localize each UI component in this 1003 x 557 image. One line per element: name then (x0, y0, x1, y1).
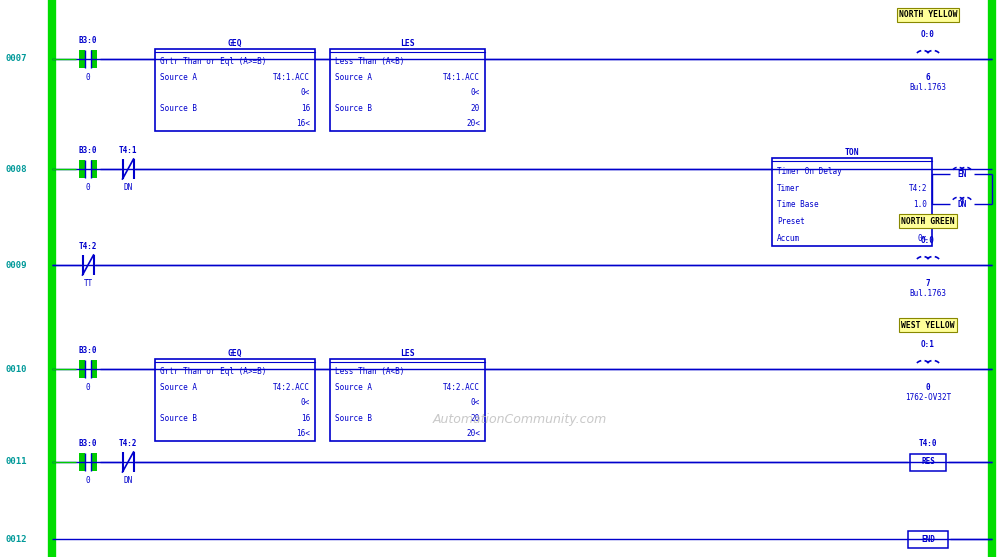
Text: T4:2.ACC: T4:2.ACC (442, 383, 479, 392)
Text: T4:2: T4:2 (78, 242, 97, 251)
Text: Time Base: Time Base (776, 201, 817, 209)
Text: Preset: Preset (776, 217, 804, 226)
Bar (91, 50, 97, 68)
Text: DN: DN (123, 183, 132, 192)
Text: 0: 0 (85, 73, 90, 82)
Text: 20<: 20< (912, 217, 926, 226)
Text: 0008: 0008 (6, 164, 27, 173)
Text: 20<: 20< (465, 429, 479, 438)
Bar (91, 160, 97, 178)
Bar (154, 49, 315, 131)
Text: Source A: Source A (335, 383, 372, 392)
Text: GEQ: GEQ (228, 349, 242, 358)
Bar (907, 530, 947, 548)
Text: Less Than (A<B): Less Than (A<B) (335, 368, 404, 377)
Text: Source A: Source A (159, 73, 197, 82)
Text: Accum: Accum (776, 233, 799, 243)
Bar (91, 453, 97, 471)
Text: 20<: 20< (465, 119, 479, 128)
Text: 6: 6 (925, 73, 930, 82)
Text: 0<: 0< (301, 398, 310, 407)
Text: T4:1: T4:1 (118, 146, 137, 155)
Text: LES: LES (400, 349, 414, 358)
Text: 0012: 0012 (6, 535, 27, 544)
Text: 0: 0 (85, 476, 90, 485)
Bar (330, 359, 484, 441)
Text: Grtr Than or Eql (A>=B): Grtr Than or Eql (A>=B) (159, 368, 266, 377)
Text: RES: RES (920, 457, 934, 467)
Text: EN: EN (957, 170, 966, 179)
Text: Source B: Source B (335, 413, 372, 423)
Text: 16<: 16< (296, 119, 310, 128)
Text: T4:1.ACC: T4:1.ACC (442, 73, 479, 82)
Text: 0009: 0009 (6, 261, 27, 270)
Text: 16: 16 (301, 413, 310, 423)
Text: Timer: Timer (776, 184, 799, 193)
Text: 0<: 0< (470, 88, 479, 97)
Text: 0: 0 (85, 183, 90, 192)
Text: TON: TON (844, 148, 859, 158)
Text: B3:0: B3:0 (78, 36, 97, 45)
Bar (330, 49, 484, 131)
Bar (79, 50, 85, 68)
Bar (79, 453, 85, 471)
Text: NORTH GREEN: NORTH GREEN (901, 217, 954, 226)
Text: Bul.1763: Bul.1763 (909, 289, 946, 298)
Text: DN: DN (957, 200, 966, 209)
Text: T4:2: T4:2 (118, 439, 137, 448)
Text: AutomationCommunity.com: AutomationCommunity.com (432, 413, 607, 426)
Text: END: END (920, 535, 934, 544)
Text: T4:2.ACC: T4:2.ACC (273, 383, 310, 392)
Text: B3:0: B3:0 (78, 146, 97, 155)
Text: O:0: O:0 (920, 30, 934, 39)
Text: 20: 20 (470, 104, 479, 113)
Text: Timer On Delay: Timer On Delay (776, 167, 841, 176)
Text: B3:0: B3:0 (78, 439, 97, 448)
Text: 0: 0 (925, 383, 930, 392)
Text: 0: 0 (85, 383, 90, 392)
Bar (771, 158, 931, 246)
Text: 0<: 0< (470, 398, 479, 407)
Text: Source B: Source B (159, 104, 197, 113)
Text: 0007: 0007 (6, 55, 27, 63)
Text: 16<: 16< (296, 429, 310, 438)
Text: Bul.1763: Bul.1763 (909, 83, 946, 92)
Text: O:1: O:1 (920, 340, 934, 349)
Text: NORTH YELLOW: NORTH YELLOW (898, 11, 956, 19)
Text: B3:0: B3:0 (78, 346, 97, 355)
Text: 0<: 0< (917, 233, 926, 243)
Bar (909, 453, 945, 471)
Text: 0010: 0010 (6, 364, 27, 374)
Text: WEST YELLOW: WEST YELLOW (901, 320, 954, 330)
Text: O:0: O:0 (920, 236, 934, 245)
Text: T4:2: T4:2 (908, 184, 926, 193)
Text: T4:0: T4:0 (918, 439, 937, 448)
Text: 7: 7 (925, 279, 930, 288)
Text: 16: 16 (301, 104, 310, 113)
Text: Source B: Source B (159, 413, 197, 423)
Text: Source A: Source A (159, 383, 197, 392)
Text: Less Than (A<B): Less Than (A<B) (335, 57, 404, 66)
Text: Grtr Than or Eql (A>=B): Grtr Than or Eql (A>=B) (159, 57, 266, 66)
Text: 0011: 0011 (6, 457, 27, 467)
Bar (79, 160, 85, 178)
Bar (154, 359, 315, 441)
Text: Source A: Source A (335, 73, 372, 82)
Text: 1762-OV32T: 1762-OV32T (904, 393, 950, 402)
Bar (79, 360, 85, 378)
Text: LES: LES (400, 39, 414, 48)
Text: TT: TT (83, 279, 92, 288)
Text: DN: DN (123, 476, 132, 485)
Text: Source B: Source B (335, 104, 372, 113)
Text: 20: 20 (470, 413, 479, 423)
Text: 0<: 0< (301, 88, 310, 97)
Text: T4:1.ACC: T4:1.ACC (273, 73, 310, 82)
Bar (91, 360, 97, 378)
Text: GEQ: GEQ (228, 39, 242, 48)
Text: 1.0: 1.0 (912, 201, 926, 209)
